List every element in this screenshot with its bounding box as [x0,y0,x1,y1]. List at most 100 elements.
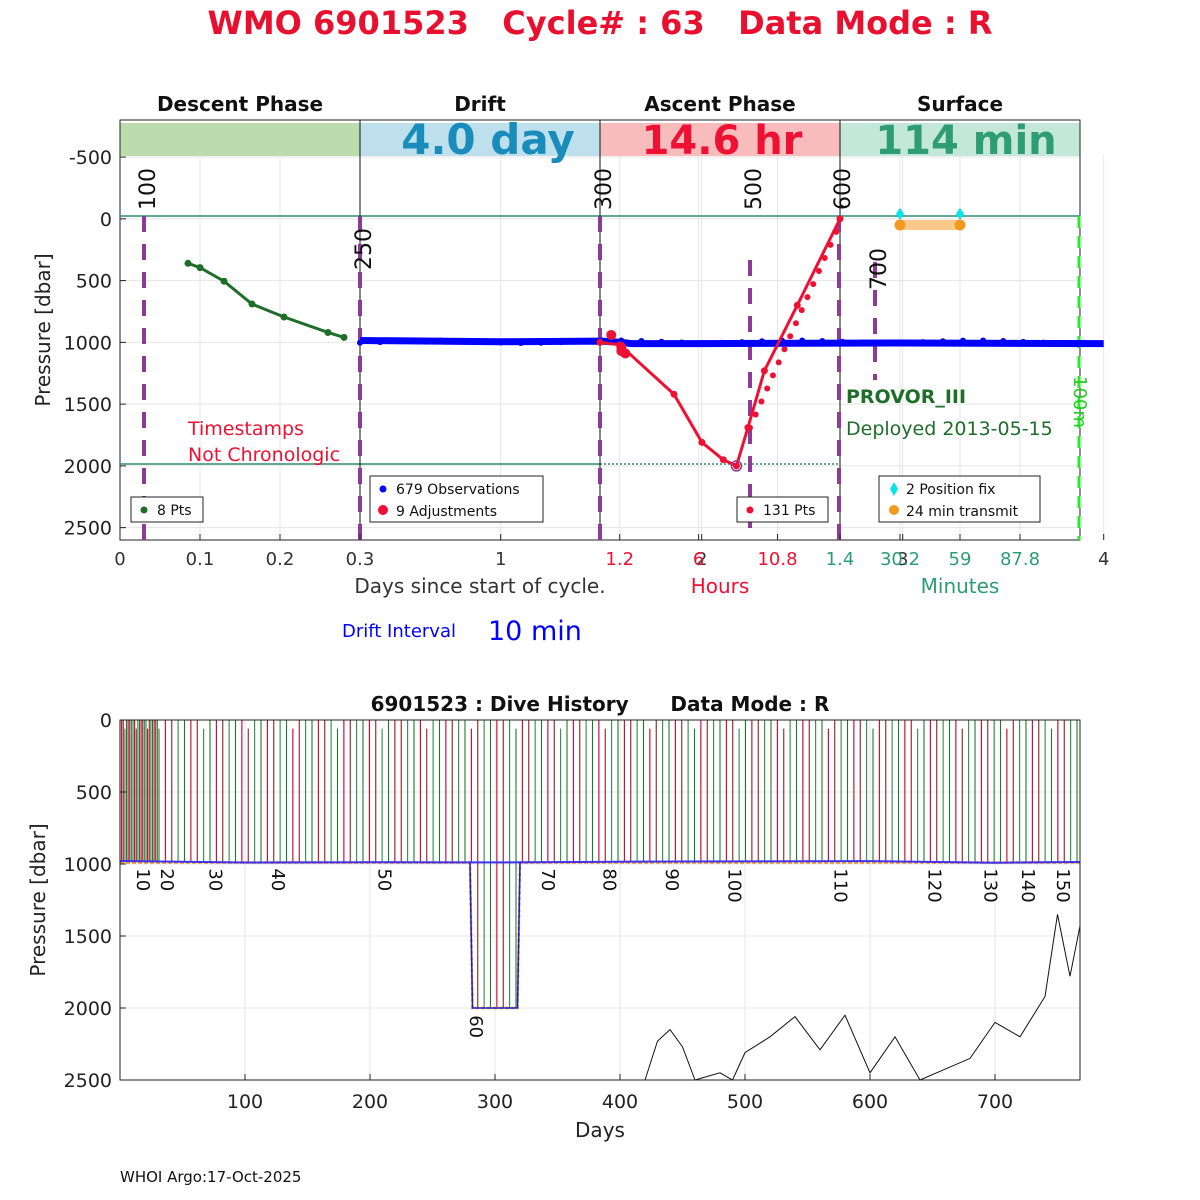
ascent-point [752,411,759,418]
x-label-hours: Hours [691,574,750,598]
legend-surface: 2 Position fix 24 min transmit [878,475,1041,523]
marker-label-250: 250 [352,228,377,270]
bottom-x-tick-label: 300 [477,1091,513,1113]
phase-bands [120,123,1080,156]
ascent-point [775,359,782,366]
ascent-line [599,218,842,468]
float-type: PROVOR_III [846,386,966,408]
top-y-tick-label: 500 [76,271,112,293]
drift-point [437,337,444,344]
ascent-point [719,456,727,464]
drift-pressure-line [119,859,1081,864]
legend-drift-adj-text: 9 Adjustments [396,504,497,520]
ascent-point [698,438,706,446]
x-label-days: Days since start of cycle. [354,574,605,598]
drift-point [879,339,886,346]
cycle-label: 70 [537,868,558,891]
drift-point [658,338,665,345]
phase-title-drift: Drift [454,92,506,116]
bottom-panel: 6901523 : Dive History Data Mode : R 0 50… [26,692,1081,1142]
drift-point [718,339,725,346]
descent-tick-label: 0 [114,549,125,570]
top-y-tick-label: 2000 [64,456,112,478]
ascent-point [793,301,801,309]
ascent-point [827,241,834,248]
phase-band-3 [840,123,1080,156]
drift-point [960,337,966,344]
cycle-label: 100 [723,868,744,902]
drift-point [1080,339,1087,346]
legend-drift-box [369,475,544,523]
ascent-tick-label: 1.2 [605,549,634,570]
warning-text-line1: Timestamps [187,418,304,440]
phase-title-surface: Surface [917,92,1003,116]
drift-point [939,338,946,345]
bottom-x-tick-label: 200 [352,1091,388,1113]
ascent-tick-label: 10.8 [757,549,797,570]
drift-adjustment-point [606,329,617,340]
drift-point [799,337,806,344]
legend-transmit-text: 24 min transmit [906,504,1019,520]
time-markers [142,216,877,540]
drift-point [638,337,645,344]
drift-line [359,337,1104,348]
drift-tick-label: 1 [495,549,506,570]
ascent-point [798,307,805,314]
transmit-point [894,219,906,231]
ascent-point [804,294,811,301]
cycle-label: 90 [661,868,682,891]
cycle-label: 80 [598,868,619,891]
drift-duration: 4.0 day [401,115,575,164]
top-y-tick-label: 0 [100,209,112,231]
descent-point [324,328,332,336]
ascent-point [792,320,799,327]
legend-descent: 8 Pts [130,496,204,523]
drift-point [578,338,585,345]
drift-point [839,338,846,345]
legend-fix-swatch [890,482,898,496]
top-y-ticks: -500 0 500 1000 1500 2000 2500 [64,147,126,540]
legend-descent-text: 8 Pts [157,503,192,519]
descent-line [187,261,345,339]
ascent-point [781,346,788,353]
drift-point [497,339,504,346]
ascent-point [760,367,768,375]
ascent-point [836,215,844,223]
bottom-x-tick-label: 400 [602,1091,638,1113]
drift-tick-label: 2 [696,549,707,570]
descent-tick-label: 0.1 [186,549,215,570]
x-label-minutes: Minutes [921,574,1000,598]
bottom-x-tick-label: 100 [227,1091,263,1113]
drift-point [819,337,826,344]
drift-point [417,337,424,344]
drift-point [1040,339,1047,346]
legend-drift-adj-swatch [378,505,388,515]
legend-descent-swatch [140,506,148,514]
legend-ascent-text: 131 Pts [763,503,815,519]
cycle-label: 120 [923,868,944,902]
ascent-point [821,254,828,261]
descent-point [220,277,228,285]
bottom-y-tick-label: 2500 [64,1070,112,1092]
cycle-label: 50 [373,868,394,891]
cycle-label: 40 [267,868,288,891]
phase-band-2 [600,123,840,156]
ascent-bottom-marker [730,460,743,472]
bottom-y-label: Pressure [dbar] [26,823,50,976]
warning-text-line2: Not Chronologic [188,444,340,466]
ascent-point [596,338,604,346]
top-data-series [184,207,1104,472]
bottom-data-series [119,859,1081,1081]
bottom-y-tick-label: 1500 [64,926,112,948]
marker-label-700: 700 [867,248,892,290]
footer-credit: WHOI Argo:17-Oct-2025 [120,1168,301,1186]
bottom-x-tick-label: 500 [727,1091,763,1113]
drift-point [738,339,745,346]
drift-tick-label: 3 [897,549,908,570]
legend-fix-text: 2 Position fix [906,482,995,498]
top-y-tick-label: 2500 [64,518,112,540]
ascent-point [670,390,678,398]
legend-surface-box [878,475,1041,523]
surface-tick-label: 30.2 [880,549,920,570]
bottom-y-tick-label: 1000 [64,854,112,876]
